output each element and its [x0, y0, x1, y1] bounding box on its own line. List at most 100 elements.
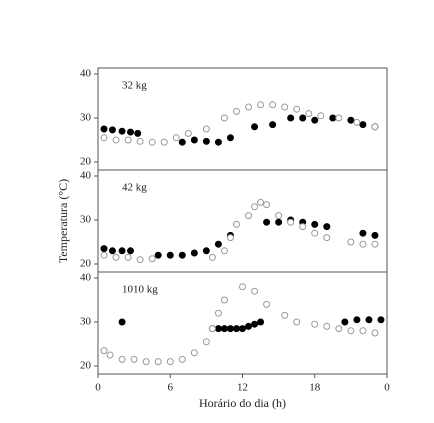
data-point — [172, 134, 180, 142]
data-point — [257, 318, 265, 326]
y-tick-label: 30 — [80, 316, 92, 328]
data-point — [127, 128, 135, 136]
data-point — [263, 300, 271, 308]
data-point — [184, 129, 192, 137]
data-point — [136, 137, 144, 145]
data-point — [251, 123, 259, 131]
data-point — [305, 110, 313, 118]
data-point — [130, 355, 138, 363]
data-point — [311, 229, 319, 237]
data-point — [365, 316, 373, 324]
x-axis-label: Horário do dia (h) — [199, 396, 286, 410]
data-point — [311, 220, 319, 228]
data-point — [226, 325, 234, 333]
data-point — [371, 231, 379, 239]
data-point — [154, 251, 162, 259]
data-point — [112, 136, 120, 144]
data-point — [359, 240, 367, 248]
data-point — [347, 116, 355, 124]
data-point — [323, 322, 331, 330]
data-point — [311, 320, 319, 328]
data-point — [112, 253, 120, 261]
data-point — [335, 325, 343, 333]
data-point — [281, 103, 289, 111]
data-point — [214, 138, 222, 146]
panel-title: 42 kg — [122, 182, 147, 194]
data-point — [100, 245, 108, 253]
y-tick-label: 30 — [80, 112, 92, 124]
x-tick-label: 12 — [237, 382, 248, 394]
data-point — [127, 247, 135, 255]
data-point — [118, 247, 126, 255]
y-tick-label: 30 — [80, 214, 92, 226]
data-point — [347, 238, 355, 246]
data-point — [214, 325, 222, 333]
y-tick-label: 20 — [80, 258, 92, 270]
data-point — [251, 203, 259, 211]
data-point — [220, 296, 228, 304]
data-point — [239, 325, 246, 333]
data-point — [142, 358, 150, 366]
data-point — [226, 134, 234, 142]
data-point — [293, 318, 301, 326]
data-point — [281, 311, 289, 319]
data-point — [275, 212, 283, 220]
y-tick-label: 20 — [80, 360, 92, 372]
data-point — [299, 223, 307, 231]
data-point — [100, 134, 108, 142]
data-point — [220, 114, 228, 122]
data-point — [190, 349, 198, 357]
data-point — [251, 287, 259, 295]
y-tick-label: 40 — [80, 68, 92, 80]
data-point — [214, 240, 222, 248]
y-axis-label: Temperatura (°C) — [56, 179, 70, 263]
data-point — [341, 318, 349, 326]
data-point — [202, 137, 210, 145]
data-point — [371, 123, 379, 131]
data-point — [287, 218, 295, 226]
data-point — [190, 249, 198, 257]
data-point — [245, 322, 253, 330]
data-point — [377, 316, 385, 324]
data-point — [287, 114, 295, 122]
data-point — [232, 325, 240, 333]
data-point — [245, 103, 253, 111]
x-tick-label: 0 — [384, 382, 390, 394]
data-point — [208, 253, 216, 261]
data-point — [371, 329, 379, 337]
data-point — [124, 136, 132, 144]
data-point — [226, 234, 234, 242]
data-point — [299, 114, 307, 122]
data-point — [118, 318, 126, 326]
data-point — [118, 355, 126, 363]
data-point — [323, 234, 331, 242]
data-point — [118, 127, 126, 135]
data-point — [359, 327, 367, 335]
data-point — [166, 358, 174, 366]
data-point — [202, 125, 210, 133]
data-point — [202, 247, 210, 255]
data-point — [263, 218, 271, 226]
data-point — [263, 201, 271, 209]
data-point — [134, 129, 142, 137]
data-point — [178, 355, 186, 363]
data-point — [108, 126, 116, 134]
y-tick-label: 20 — [80, 156, 92, 168]
x-tick-label: 6 — [168, 382, 174, 394]
data-point — [323, 223, 331, 231]
data-point — [220, 247, 228, 255]
data-point — [329, 114, 337, 122]
data-point — [106, 351, 114, 359]
panel-title: 32 kg — [122, 80, 147, 92]
data-point — [232, 220, 240, 228]
data-point — [214, 309, 222, 317]
data-point — [353, 118, 361, 126]
data-point — [232, 107, 240, 115]
data-point — [317, 112, 325, 120]
data-point — [100, 251, 108, 259]
data-point — [257, 198, 265, 206]
data-point — [190, 136, 198, 144]
data-point — [202, 338, 210, 346]
data-point — [257, 101, 265, 109]
